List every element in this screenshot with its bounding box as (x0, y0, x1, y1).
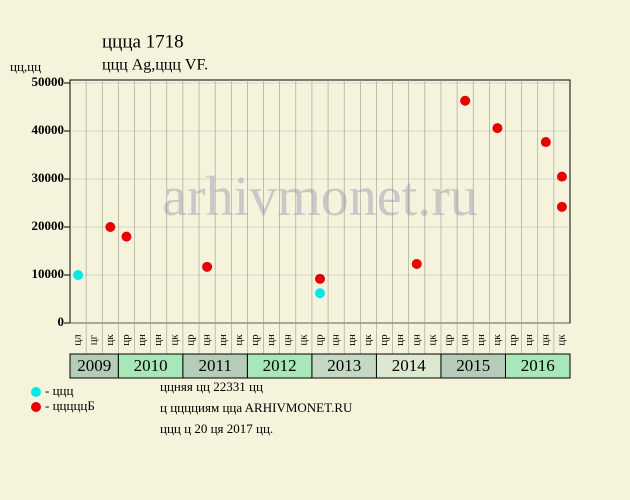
chart-subtitle: ццц Ag,ццц VF. (102, 57, 208, 74)
x-tick-label: цк (233, 334, 245, 346)
y-tick-label: 20000 (32, 218, 65, 233)
y-tick-label: 30000 (32, 170, 65, 185)
data-point (556, 201, 567, 212)
x-tick-label: цр (507, 334, 519, 346)
note: ццц ц 20 ця 2017 цц. (160, 421, 273, 436)
x-tick-label: цк (104, 334, 116, 346)
data-point (105, 222, 116, 232)
x-tick-label: цк (168, 334, 180, 346)
x-tick-label: цр (249, 334, 261, 346)
x-tick-label: цн (281, 334, 293, 346)
x-tick-label: цн (201, 334, 213, 346)
legend-label: - цццццБ (45, 398, 95, 413)
x-tick-label: цк (555, 334, 567, 346)
x-tick-label: цн (394, 334, 406, 346)
x-tick-label: цн (539, 334, 551, 346)
x-tick-label: цн (265, 334, 277, 346)
x-tick-label: цр (314, 334, 326, 346)
y-tick-label: 10000 (32, 266, 65, 281)
legend-marker (31, 387, 41, 397)
data-point (121, 231, 132, 242)
year-label: 2012 (263, 356, 297, 375)
chart-title: ццца 1718 (102, 31, 184, 52)
x-tick-label: цл (72, 334, 84, 346)
data-point (202, 261, 213, 272)
x-tick-label: цг (88, 334, 100, 345)
year-label: 2011 (198, 356, 231, 375)
y-tick-label: 0 (58, 314, 65, 329)
note: ццняя цц 22331 цц (160, 379, 263, 394)
x-tick-label: цн (330, 334, 342, 346)
data-point (73, 270, 84, 280)
x-tick-label: цр (378, 334, 390, 346)
y-tick-label: 40000 (32, 122, 65, 137)
year-label: 2009 (77, 356, 111, 375)
year-label: 2013 (327, 356, 361, 375)
data-point (492, 123, 503, 134)
legend-label: - ццц (45, 383, 73, 398)
x-tick-label: цр (184, 334, 196, 346)
x-tick-label: цн (136, 334, 148, 346)
x-tick-label: цн (523, 334, 535, 346)
data-point (460, 95, 471, 106)
x-tick-label: цн (410, 334, 422, 346)
year-label: 2015 (456, 356, 490, 375)
data-point (315, 273, 325, 284)
x-tick-label: цн (475, 334, 487, 346)
data-point (411, 258, 422, 269)
legend-marker (31, 402, 41, 412)
x-tick-label: цк (491, 334, 503, 346)
x-tick-label: цр (120, 334, 132, 346)
year-label: 2016 (521, 356, 555, 375)
year-box (311, 353, 377, 379)
x-tick-label: цк (362, 334, 374, 346)
watermark: arhivmonet.ru (162, 166, 478, 228)
x-tick-label: цр (443, 334, 455, 346)
x-tick-label: цк (426, 334, 438, 346)
x-tick-label: цн (152, 334, 164, 346)
x-tick-label: цн (346, 334, 358, 346)
data-point (315, 288, 325, 299)
y-axis-label: цц,цц (10, 59, 41, 74)
data-point (540, 137, 551, 148)
data-point (556, 171, 567, 182)
year-label: 2010 (134, 356, 168, 375)
x-tick-label: цн (217, 334, 229, 346)
year-label: 2014 (392, 356, 427, 375)
x-tick-label: цн (459, 334, 471, 346)
y-tick-label: 50000 (32, 74, 65, 89)
year-box (375, 353, 442, 379)
year-box (504, 353, 571, 379)
x-tick-label: цк (297, 334, 309, 346)
note: ц цццциям ццa ARHIVMONET.RU (160, 400, 353, 415)
